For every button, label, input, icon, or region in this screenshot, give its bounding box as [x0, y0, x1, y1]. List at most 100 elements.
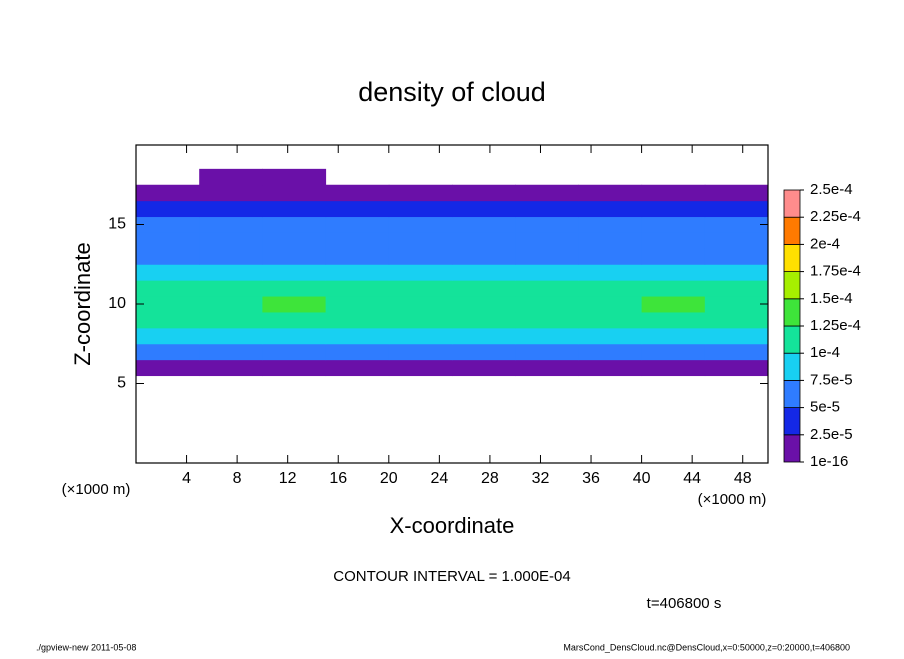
heat-cell	[515, 216, 579, 233]
heat-cell	[262, 327, 327, 345]
x-tick-label: 4	[182, 470, 191, 487]
heat-cell	[641, 232, 706, 249]
colorbar-box	[783, 189, 801, 218]
colorbar-box	[783, 379, 801, 408]
heatmap	[136, 168, 769, 377]
x-tick-label: 16	[329, 470, 347, 487]
heat-cell	[578, 343, 643, 361]
x-tick-label: 24	[430, 470, 448, 487]
heat-cell	[136, 359, 200, 377]
heat-cell	[388, 216, 453, 233]
heat-cell	[262, 248, 327, 265]
heat-cell	[136, 327, 200, 345]
heat-cell	[199, 280, 263, 297]
heat-cell	[262, 311, 327, 329]
heat-cell	[262, 232, 327, 249]
heat-cell	[325, 184, 390, 202]
heat-cell	[515, 311, 579, 329]
heat-cell	[641, 311, 706, 329]
heat-cell	[136, 232, 200, 249]
heat-cell	[578, 359, 643, 377]
colorbar-label: 2.5e-4	[810, 181, 853, 198]
heat-cell	[388, 327, 453, 345]
colorbar-label: 1e-16	[810, 453, 848, 470]
heat-cell	[578, 280, 643, 297]
heat-cell	[641, 296, 706, 313]
x-axis-label: X-coordinate	[390, 513, 515, 538]
heat-cell	[641, 248, 706, 265]
heat-cell	[704, 216, 769, 233]
heat-cell	[641, 184, 706, 202]
heat-cell	[136, 200, 200, 218]
heat-cell	[515, 264, 579, 281]
heat-cell	[452, 296, 516, 313]
colorbar-label: 2e-4	[810, 235, 840, 252]
heat-cell	[452, 359, 516, 377]
heat-cell	[515, 343, 579, 361]
x-tick-label: 32	[532, 470, 550, 487]
heat-cell	[578, 200, 643, 218]
heat-cell	[136, 184, 200, 202]
x-tick-label: 12	[279, 470, 297, 487]
heat-cell	[199, 232, 263, 249]
heat-cell	[704, 311, 769, 329]
heat-cell	[199, 248, 263, 265]
heat-cell	[199, 343, 263, 361]
heat-cell	[641, 280, 706, 297]
heat-cell	[452, 264, 516, 281]
heat-cell	[262, 200, 327, 218]
heat-cell	[388, 311, 453, 329]
heat-cell	[199, 264, 263, 281]
footer-right: MarsCond_DensCloud.nc@DensCloud,x=0:5000…	[563, 642, 850, 652]
heat-cell	[199, 311, 263, 329]
x-tick-label: 44	[683, 470, 701, 487]
x-tick-label: 48	[734, 470, 752, 487]
colorbar-label: 1e-4	[810, 344, 840, 361]
heat-cell	[262, 280, 327, 297]
x-tick-label: 20	[380, 470, 398, 487]
x-tick-label: 36	[582, 470, 600, 487]
heat-cell	[641, 264, 706, 281]
heat-cell	[388, 296, 453, 313]
heat-cell	[136, 264, 200, 281]
heat-cell	[515, 327, 579, 345]
heat-cell	[199, 168, 263, 186]
heat-cell	[452, 280, 516, 297]
heat-cell	[704, 232, 769, 249]
heat-cell	[325, 248, 390, 265]
heat-cell	[262, 184, 327, 202]
heat-cell	[452, 343, 516, 361]
heat-cell	[641, 343, 706, 361]
x-tick-label: 28	[481, 470, 499, 487]
heat-cell	[262, 264, 327, 281]
heat-cell	[388, 280, 453, 297]
heat-cell	[452, 184, 516, 202]
x-tick-label: 8	[233, 470, 242, 487]
heat-cell	[388, 200, 453, 218]
heat-cell	[515, 296, 579, 313]
heat-cell	[515, 248, 579, 265]
heat-cell	[388, 184, 453, 202]
heat-cell	[515, 200, 579, 218]
heat-cell	[325, 343, 390, 361]
heat-cell	[388, 359, 453, 377]
heat-cell	[578, 184, 643, 202]
heat-cell	[136, 248, 200, 265]
colorbar-label: 5e-5	[810, 399, 840, 416]
heat-cell	[515, 280, 579, 297]
heat-cell	[641, 200, 706, 218]
heat-cell	[578, 232, 643, 249]
heat-cell	[704, 343, 769, 361]
heat-cell	[452, 327, 516, 345]
colorbar-box	[783, 407, 801, 436]
heat-cell	[452, 248, 516, 265]
heat-cell	[388, 343, 453, 361]
footer-left: ./gpview-new 2011-05-08	[36, 642, 136, 652]
heat-cell	[262, 296, 327, 313]
heat-cell	[452, 200, 516, 218]
heat-cell	[388, 264, 453, 281]
colorbar-box	[783, 271, 801, 300]
heat-cell	[704, 264, 769, 281]
heat-cell	[325, 327, 390, 345]
colorbar-label: 1.5e-4	[810, 290, 853, 307]
